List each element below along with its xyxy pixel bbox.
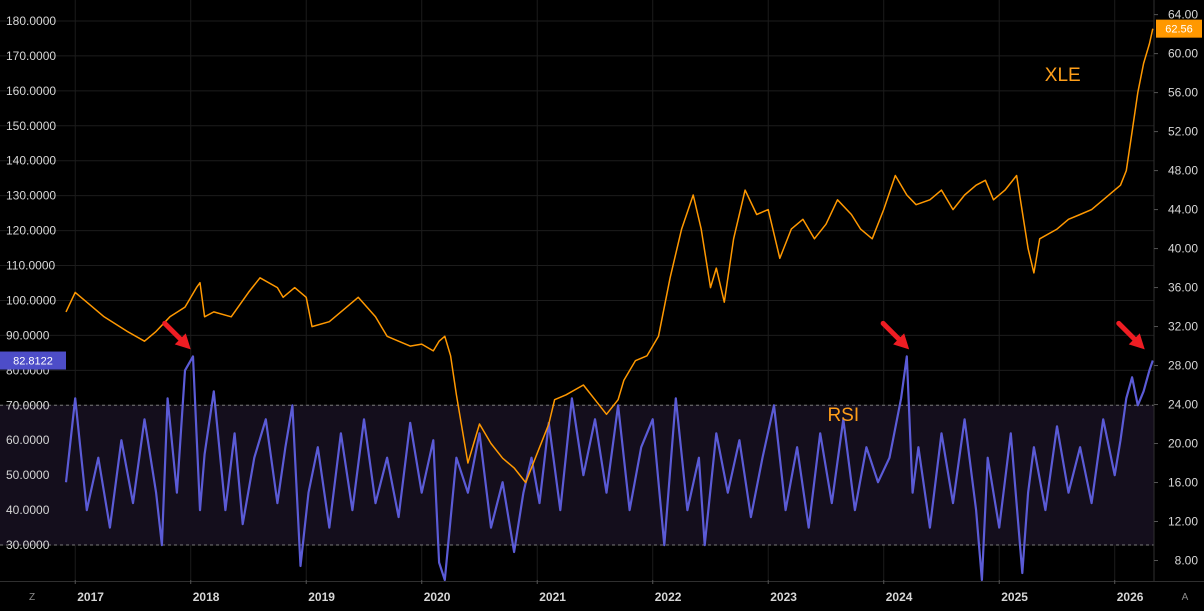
red-arrow — [1116, 320, 1145, 350]
right-axis-tick-label: 16.00 — [1168, 476, 1198, 490]
arrow-shaft — [880, 320, 903, 343]
right-axis-tick-label: 44.00 — [1168, 203, 1198, 217]
left-axis-tick-label: 70.0000 — [6, 398, 50, 412]
arrow-shaft — [1116, 320, 1139, 343]
right-last-value-badge — [1156, 19, 1202, 38]
left-last-value-label: 82.8122 — [13, 356, 53, 368]
series-line-xle — [65, 28, 1154, 484]
right-axis-tick-label: 8.00 — [1175, 554, 1199, 568]
last-value-badges: 82.8122 62.56 — [0, 19, 1202, 370]
series-line-rsi — [64, 355, 1154, 582]
x-axis-tick-label: 2025 — [1001, 590, 1028, 604]
right-axis-tick-label: 20.00 — [1168, 437, 1198, 451]
x-axis-tick-label: 2022 — [655, 590, 682, 604]
x-axis-tick-label: 2023 — [770, 590, 797, 604]
x-axis-tick-label: 2018 — [193, 590, 220, 604]
right-axis-tick-label: 32.00 — [1168, 320, 1198, 334]
right-axis-tick-label: 60.00 — [1168, 47, 1198, 61]
right-axis-tick-label: 56.00 — [1168, 86, 1198, 100]
left-axis-tick-label: 130.0000 — [6, 189, 56, 203]
corner-right-label[interactable]: A — [1182, 592, 1189, 603]
right-axis-panel — [1154, 0, 1204, 580]
right-axis-tick-label: 24.00 — [1168, 398, 1198, 412]
arrow-head — [174, 333, 191, 350]
x-axis-tick-label: 2024 — [886, 590, 913, 604]
series-label-xle: XLE — [1045, 65, 1081, 86]
left-axis-tick-label: 160.0000 — [6, 84, 56, 98]
x-axis-tick-label: 2020 — [424, 590, 451, 604]
red-arrow — [880, 320, 910, 350]
arrow-head — [1128, 333, 1145, 350]
arrow-shaft — [162, 320, 185, 343]
right-axis-tick-label: 64.00 — [1168, 8, 1198, 22]
x-axis-tick-label: 2017 — [77, 590, 104, 604]
x-axis-tick-label: 2026 — [1117, 590, 1144, 604]
right-axis-tick-label: 40.00 — [1168, 242, 1198, 256]
left-axis-tick-label: 40.0000 — [6, 503, 50, 517]
left-axis-tick-label: 90.0000 — [6, 328, 50, 342]
left-axis-tick-label: 150.0000 — [6, 119, 56, 133]
left-axis-tick-label: 120.0000 — [6, 224, 56, 238]
left-axis-tick-label: 30.0000 — [6, 538, 50, 552]
series-label-rsi: RSI — [827, 405, 859, 426]
corner-left-label[interactable]: Z — [29, 592, 35, 603]
left-axis-tick-label: 100.0000 — [6, 293, 56, 307]
arrow-head — [893, 333, 910, 350]
left-axis-tick-label: 50.0000 — [6, 468, 50, 482]
series-group — [64, 28, 1154, 582]
right-axis-tick-label: 28.00 — [1168, 359, 1198, 373]
right-axis-tick-label: 48.00 — [1168, 164, 1198, 178]
left-axis-tick-label: 170.0000 — [6, 49, 56, 63]
right-axis: 64.00 60.00 56.00 52.00 48.00 44.00 40.00 36.00… — [1154, 8, 1198, 568]
x-axis-tick-label: 2019 — [308, 590, 335, 604]
right-axis-tick-label: 36.00 — [1168, 281, 1198, 295]
right-axis-tick-label: 52.00 — [1168, 125, 1198, 139]
left-last-value-badge — [0, 351, 66, 370]
left-axis: 180.0000 170.0000 160.0000 150.0000 140.0000… — [6, 14, 56, 552]
x-axis-tick-label: 2021 — [539, 590, 566, 604]
right-last-value-label: 62.56 — [1165, 24, 1193, 36]
right-axis-tick-label: 12.00 — [1168, 515, 1198, 529]
left-axis-tick-label: 110.0000 — [6, 259, 55, 273]
annotations-group: XLE RSI — [827, 65, 1080, 426]
left-axis-tick-label: 180.0000 — [6, 14, 56, 28]
left-axis-tick-label: 60.0000 — [6, 433, 50, 447]
x-axis-panel — [0, 582, 1204, 611]
red-arrow — [162, 320, 191, 350]
left-axis-tick-label: 140.0000 — [6, 154, 56, 168]
x-axis: 2017 2018 2019 2020 2021 2022 2023 2024 2025 2026 — [74, 580, 1144, 604]
arrows-group — [162, 320, 1145, 350]
